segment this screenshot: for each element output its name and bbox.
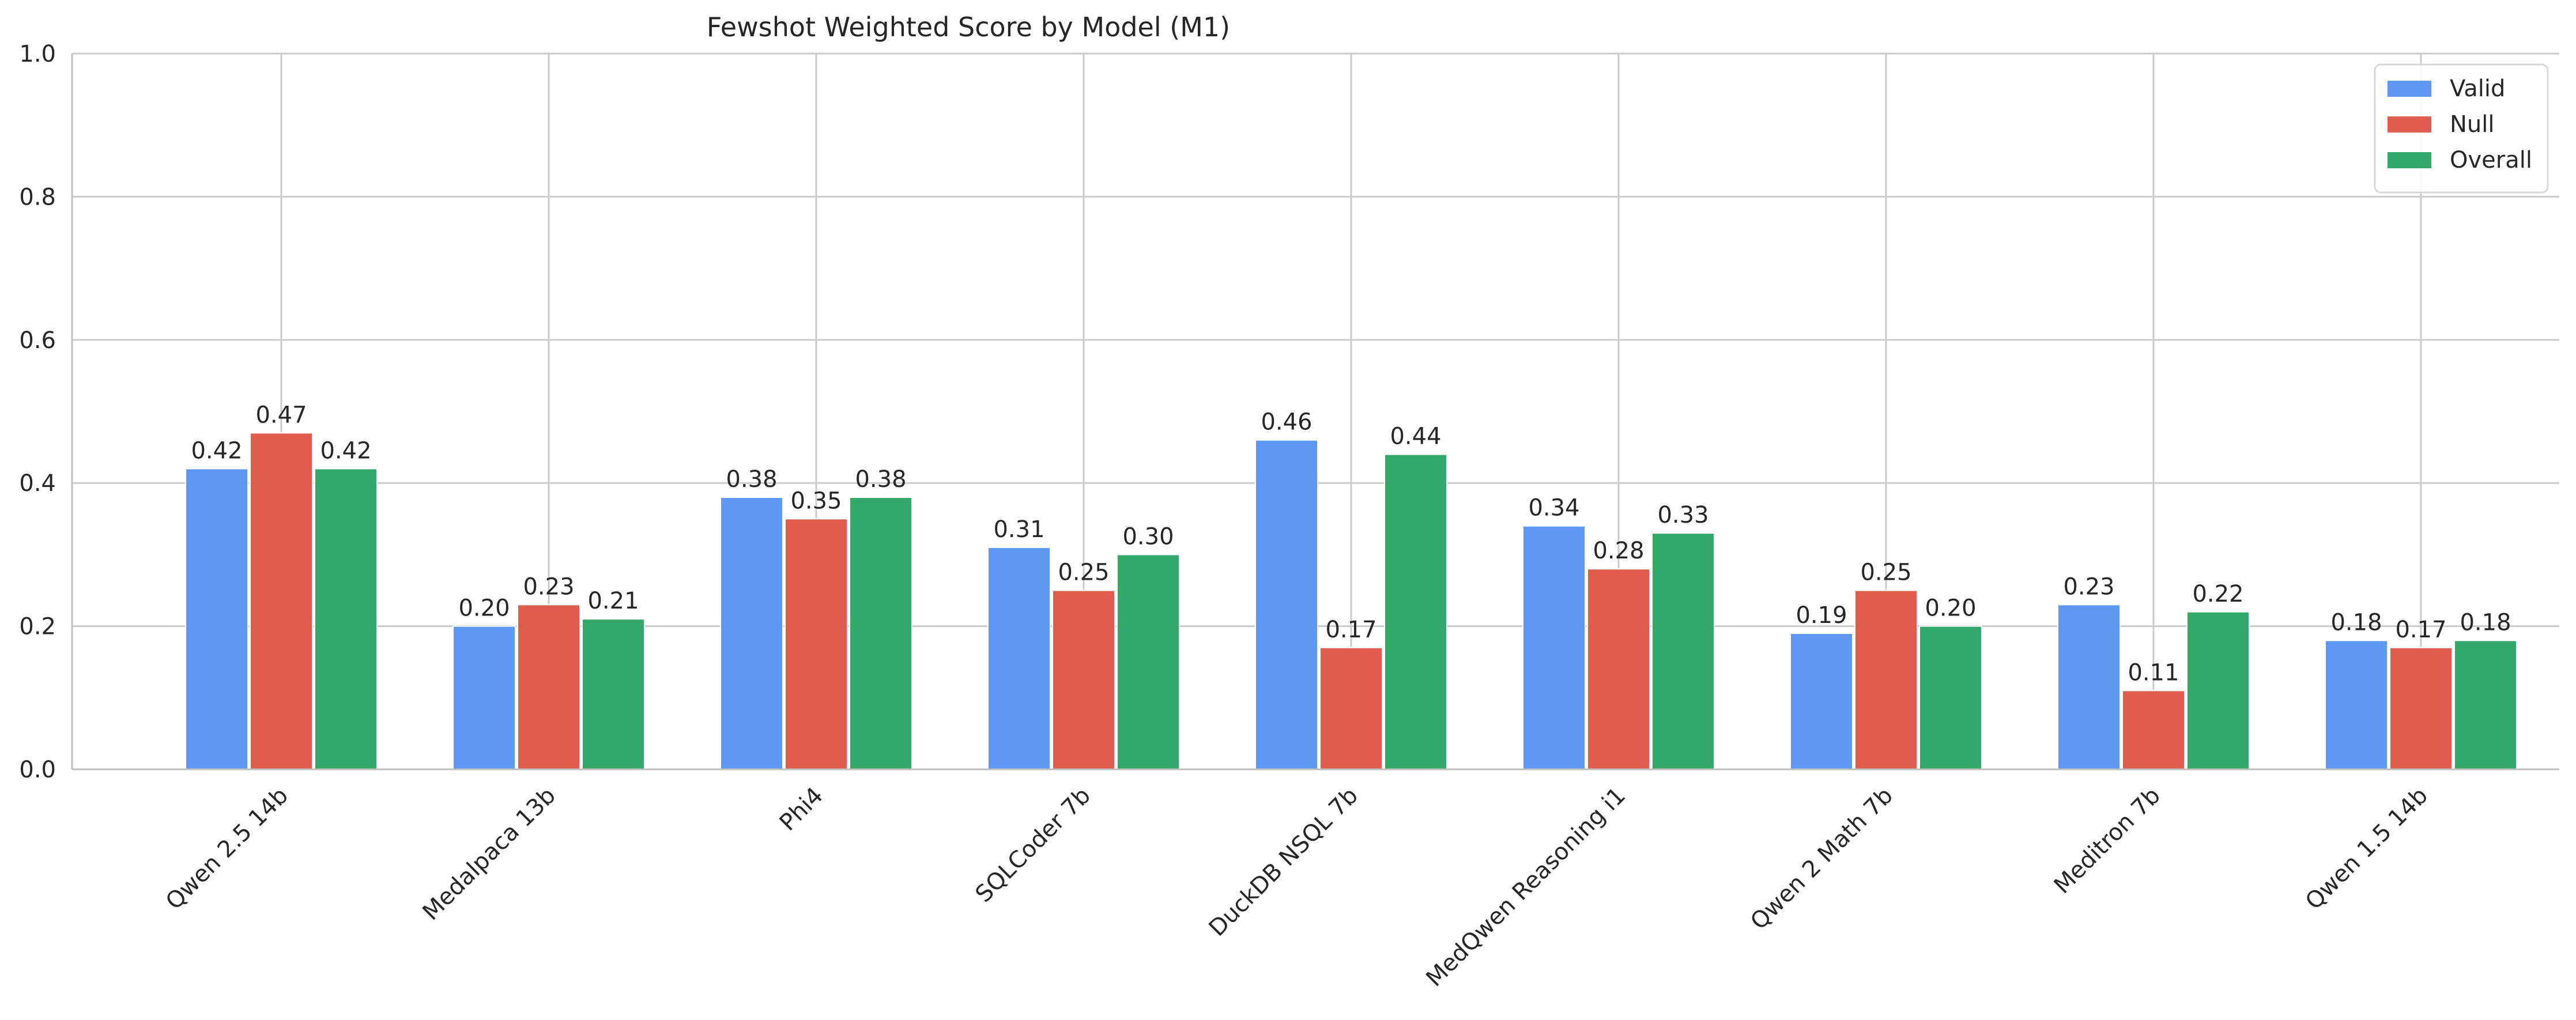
bar-value-label: 0.25 [1058, 560, 1109, 586]
y-tick-label: 0.6 [19, 327, 56, 354]
bar-value-label: 0.38 [726, 466, 777, 493]
bar-overall [1919, 625, 1982, 770]
bar-value-label: 0.20 [458, 595, 510, 622]
chart-title: Fewshot Weighted Score by Model (M1) [707, 12, 1230, 43]
bar-value-label: 0.18 [2460, 609, 2511, 636]
legend-swatch-null [2388, 116, 2431, 133]
x-tick-label: MedQwen Reasoning i1 [1421, 783, 1631, 992]
y-tick-label: 0.4 [19, 470, 56, 497]
bar-null [1854, 590, 1918, 770]
bar-value-label: 0.18 [2330, 609, 2382, 636]
x-tick-label: Qwen 2.5 14b [161, 783, 293, 915]
bar-valid [2325, 640, 2388, 770]
bar-value-label: 0.31 [993, 516, 1044, 543]
bar-valid [720, 497, 783, 770]
bar-value-label: 0.33 [1657, 502, 1708, 528]
bar-value-label: 0.44 [1390, 424, 1441, 450]
bar-overall [849, 497, 912, 770]
bar-valid [2057, 604, 2121, 770]
bar-value-label: 0.42 [320, 437, 371, 464]
bar-value-label: 0.17 [2395, 617, 2446, 643]
bar-valid [1255, 439, 1318, 770]
bar-value-label: 0.38 [855, 466, 906, 493]
bar-value-label: 0.28 [1593, 538, 1644, 564]
bar-valid [1522, 525, 1586, 770]
bar-null [2122, 690, 2185, 770]
bar-value-label: 0.34 [1528, 495, 1579, 522]
bar-overall [2186, 611, 2250, 770]
bar-valid [452, 625, 516, 770]
legend-label-valid: Valid [2450, 75, 2505, 102]
bar-value-label: 0.25 [1860, 560, 1911, 586]
bar-value-label: 0.23 [2063, 573, 2114, 600]
bar-valid [185, 468, 248, 770]
bar-null [1587, 568, 1650, 770]
bar-overall [1651, 532, 1715, 770]
bar-overall [2454, 640, 2517, 770]
bar-null [1052, 590, 1115, 770]
bar-overall [1117, 554, 1180, 770]
x-tick-label: Meditron 7b [2049, 783, 2166, 899]
x-tick-label: Phi4 [775, 783, 828, 836]
x-tick-label: SQLCoder 7b [971, 783, 1096, 908]
legend-label-overall: Overall [2450, 147, 2532, 173]
x-tick-label: Qwen 2 Math 7b [1745, 783, 1898, 935]
y-tick-label: 0.2 [19, 614, 56, 640]
bar-valid [1790, 633, 1853, 770]
legend: Valid Null Overall [2374, 63, 2549, 194]
bar-value-label: 0.22 [2192, 581, 2243, 607]
bar-value-label: 0.17 [1325, 617, 1376, 643]
y-tick-label: 1.0 [19, 41, 56, 67]
legend-swatch-overall [2388, 152, 2431, 168]
x-tick-label: Medalpaca 13b [417, 783, 561, 926]
bar-value-label: 0.35 [790, 488, 842, 514]
legend-label-null: Null [2450, 111, 2495, 138]
bar-value-label: 0.11 [2128, 659, 2179, 686]
data-labels: 0.42 0.20 0.38 0.31 0.46 0.34 0.19 0.23 0.18 0.47… [191, 402, 2511, 686]
bar-value-label: 0.42 [191, 437, 242, 464]
bar-null [2389, 647, 2453, 770]
bar-overall [582, 618, 645, 770]
bar-null [1319, 647, 1383, 770]
bar-value-label: 0.21 [587, 588, 639, 614]
bar-overall [314, 468, 378, 770]
bar-valid [987, 546, 1051, 770]
y-tick-label: 0.0 [19, 757, 56, 783]
bar-value-label: 0.46 [1261, 409, 1312, 436]
bar-null [250, 432, 313, 770]
bar-overall [1384, 454, 1447, 770]
y-tick-label: 0.8 [19, 184, 56, 210]
bar-value-label: 0.30 [1122, 523, 1174, 550]
bar-null [785, 518, 848, 770]
bar-value-label: 0.19 [1796, 602, 1847, 629]
bar-value-label: 0.20 [1925, 595, 1976, 622]
bar-value-label: 0.23 [523, 573, 574, 600]
legend-swatch-valid [2388, 81, 2431, 97]
bar-value-label: 0.47 [255, 402, 307, 428]
x-tick-label: DuckDB NSQL 7b [1204, 783, 1363, 942]
bars [185, 432, 2517, 770]
bar-null [517, 604, 580, 770]
x-tick-label: Qwen 1.5 14b [2300, 783, 2433, 915]
